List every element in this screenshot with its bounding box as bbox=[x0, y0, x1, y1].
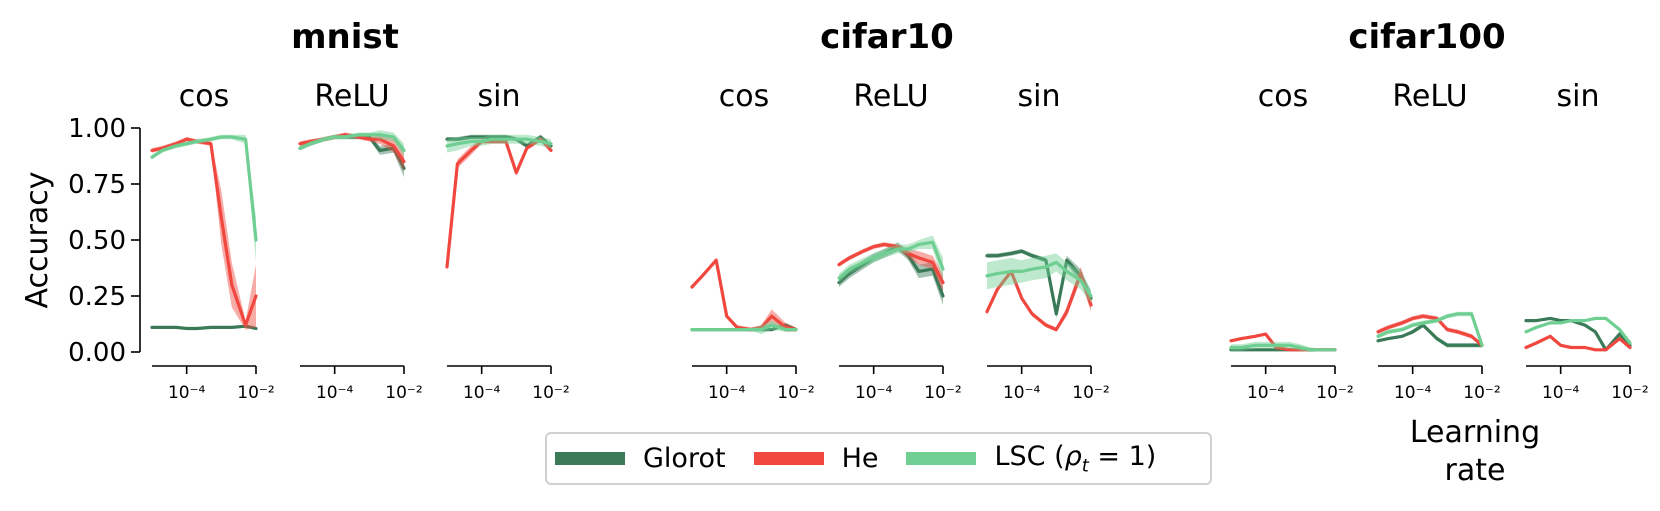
panel-activation-title: sin bbox=[1557, 79, 1600, 114]
series-line-he bbox=[837, 242, 945, 285]
legend-swatch-lsc bbox=[906, 451, 977, 465]
legend-item-he: He bbox=[753, 443, 879, 474]
series-line-lsc bbox=[1229, 343, 1337, 352]
series-line-lsc bbox=[690, 323, 798, 332]
series-line-he bbox=[985, 269, 1093, 332]
series-line-lsc bbox=[1376, 312, 1484, 347]
x-tick-label: 10⁻⁴ bbox=[316, 383, 354, 403]
series-line-lsc bbox=[298, 133, 406, 152]
legend: Glorot He LSC (ρt = 1) bbox=[545, 432, 1212, 485]
x-tick-label: 10⁻⁴ bbox=[463, 383, 501, 403]
series-line-he bbox=[1376, 314, 1484, 347]
series-band-he bbox=[692, 257, 796, 332]
y-tick-label: 0.25 bbox=[68, 282, 126, 312]
legend-label-lsc: LSC (ρt = 1) bbox=[994, 440, 1157, 477]
x-axis-label-line2: rate bbox=[1445, 453, 1506, 488]
dataset-title: cifar100 bbox=[1348, 17, 1505, 57]
legend-label-glorot: Glorot bbox=[643, 443, 726, 474]
y-tick-label: 0.00 bbox=[68, 338, 126, 368]
panel-activation-title: ReLU bbox=[314, 79, 389, 114]
panel-activation-title: sin bbox=[1018, 79, 1061, 114]
y-tick-label: 0.50 bbox=[68, 226, 126, 256]
series-line-lsc bbox=[837, 240, 945, 280]
x-tick-label: 10⁻⁴ bbox=[1003, 383, 1041, 403]
series-band-lsc bbox=[692, 320, 796, 335]
x-tick-label: 10⁻⁴ bbox=[1542, 383, 1580, 403]
x-tick-label: 10⁻² bbox=[924, 383, 961, 403]
series-line-lsc bbox=[1524, 316, 1632, 345]
legend-swatch-glorot bbox=[555, 452, 625, 465]
dataset-title: cifar10 bbox=[820, 17, 954, 57]
series-band-lsc bbox=[987, 253, 1091, 303]
panel-activation-title: ReLU bbox=[1392, 79, 1467, 114]
x-tick-label: 10⁻² bbox=[1611, 383, 1648, 403]
panel-activation-title: cos bbox=[719, 79, 769, 114]
series-line-glorot bbox=[1376, 323, 1484, 347]
legend-item-lsc: LSC (ρt = 1) bbox=[906, 441, 1156, 476]
panel-activation-title: sin bbox=[478, 79, 521, 114]
series-band-he bbox=[300, 132, 404, 171]
series-line-lsc bbox=[985, 260, 1093, 298]
series-band-lsc bbox=[152, 134, 256, 263]
series-line-lsc bbox=[445, 137, 553, 148]
series-band-glorot bbox=[839, 242, 943, 305]
x-tick-label: 10⁻⁴ bbox=[1394, 383, 1432, 403]
x-tick-label: 10⁻² bbox=[237, 383, 274, 403]
series-line-glorot bbox=[985, 249, 1093, 316]
series-line-glorot bbox=[1524, 316, 1632, 352]
x-tick-label: 10⁻⁴ bbox=[1247, 383, 1285, 403]
series-band-glorot bbox=[300, 134, 404, 178]
x-tick-label: 10⁻⁴ bbox=[708, 383, 746, 403]
y-tick-label: 0.75 bbox=[68, 170, 126, 200]
series-band-he bbox=[839, 242, 943, 292]
series-line-glorot bbox=[150, 324, 258, 331]
panel-activation-title: cos bbox=[179, 79, 229, 114]
x-tick-label: 10⁻² bbox=[1072, 383, 1109, 403]
x-axis-label-line1: Learning bbox=[1410, 415, 1540, 450]
x-tick-label: 10⁻² bbox=[1463, 383, 1500, 403]
x-tick-label: 10⁻² bbox=[532, 383, 569, 403]
series-line-he bbox=[445, 137, 553, 269]
series-band-lsc bbox=[839, 235, 943, 283]
legend-label-he: He bbox=[841, 443, 879, 474]
x-tick-label: 10⁻² bbox=[1316, 383, 1353, 403]
y-tick-label: 1.00 bbox=[68, 114, 126, 144]
series-line-he bbox=[1524, 334, 1632, 352]
series-band-lsc bbox=[300, 130, 404, 158]
x-tick-label: 10⁻² bbox=[385, 383, 422, 403]
panel-activation-title: ReLU bbox=[853, 79, 928, 114]
series-band-he bbox=[152, 137, 256, 330]
legend-item-glorot: Glorot bbox=[555, 443, 726, 474]
series-line-he bbox=[150, 137, 258, 327]
dataset-title: mnist bbox=[291, 17, 399, 57]
y-axis-label: Accuracy bbox=[20, 172, 55, 309]
legend-swatch-he bbox=[753, 452, 824, 465]
x-tick-label: 10⁻⁴ bbox=[855, 383, 893, 403]
panel-activation-title: cos bbox=[1258, 79, 1308, 114]
x-tick-label: 10⁻² bbox=[777, 383, 814, 403]
x-tick-label: 10⁻⁴ bbox=[168, 383, 206, 403]
series-line-lsc bbox=[150, 135, 258, 242]
